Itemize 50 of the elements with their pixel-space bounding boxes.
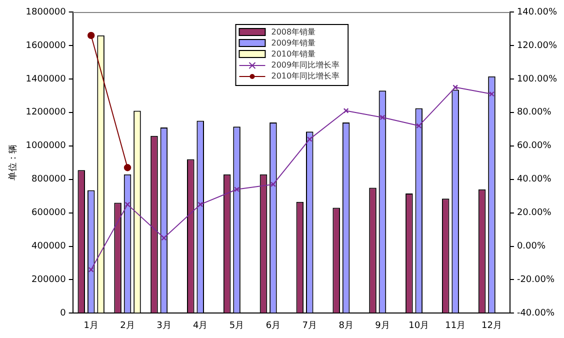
point [124, 164, 132, 172]
point [198, 202, 204, 208]
y2-tick-label: 0.00% [516, 242, 546, 252]
point [343, 108, 349, 114]
y-tick-label: 1000000 [26, 141, 66, 152]
x-tick-label: 10月 [408, 320, 430, 331]
legend-label: 2008年销量 [271, 28, 316, 37]
legend-label: 2010年销量 [271, 50, 316, 59]
y-tick-label: 0 [60, 308, 66, 319]
y2-tick-label: 120.00% [516, 40, 558, 51]
x-tick-label: 5月 [229, 320, 244, 331]
point [161, 235, 167, 241]
y2-tick-label: 100.00% [516, 74, 558, 84]
y-tick-label: 800000 [32, 174, 66, 185]
point [452, 84, 458, 90]
x-tick-label: 4月 [192, 320, 208, 331]
y-tick-label: 200000 [32, 275, 66, 286]
point [380, 114, 386, 120]
y2-tick-label: 20.00% [516, 208, 552, 218]
x-tick-label: 1月 [84, 320, 98, 331]
y2-tick-label: 40.00% [516, 174, 552, 185]
y-tick-label: 1800000 [26, 7, 66, 18]
point [234, 186, 240, 192]
x-tick-label: 12月 [482, 320, 502, 331]
y2-tick-label: 60.00% [516, 141, 552, 152]
legend-label: 2009年同比增长率 [271, 60, 340, 70]
y2-tick-label: 140.00% [516, 7, 558, 18]
x-tick-label: 6月 [266, 320, 281, 331]
y-tick-label: 400000 [32, 242, 66, 252]
x-tick-label: 2月 [120, 320, 135, 331]
point [270, 182, 276, 188]
x-tick-label: 8月 [338, 320, 354, 331]
point [416, 123, 422, 129]
y-tick-label: 1600000 [26, 40, 66, 51]
x-tick-label: 9月 [375, 320, 390, 331]
legend-label: 2009年销量 [271, 38, 316, 48]
y-tick-label: 1400000 [26, 74, 66, 84]
y-axis-title: 单位：辆 [8, 144, 19, 181]
point [124, 202, 130, 208]
point [87, 32, 95, 40]
x-tick-label: 3月 [156, 320, 172, 331]
y-tick-label: 1200000 [26, 108, 66, 118]
x-tick-label: 11月 [445, 320, 466, 331]
legend-label: 2010年同比增长率 [271, 72, 340, 81]
point [306, 136, 312, 142]
y2-tick-label: -40.00% [516, 308, 555, 319]
y-tick-label: 600000 [32, 208, 66, 218]
y2-tick-label: -20.00% [516, 275, 555, 286]
y2-tick-label: 80.00% [516, 108, 552, 118]
x-tick-label: 7月 [302, 320, 317, 331]
